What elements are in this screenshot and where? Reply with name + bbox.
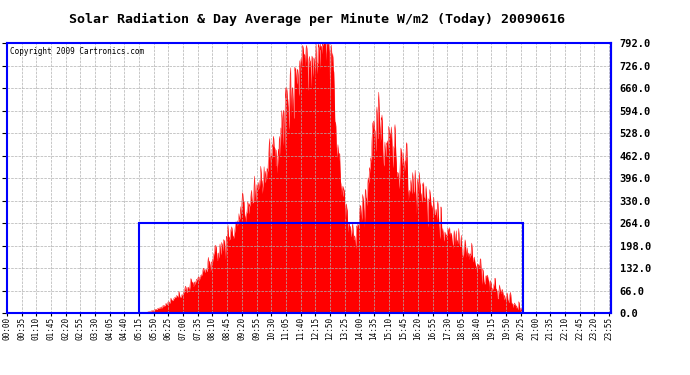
Text: Copyright 2009 Cartronics.com: Copyright 2009 Cartronics.com	[10, 47, 144, 56]
Text: Solar Radiation & Day Average per Minute W/m2 (Today) 20090616: Solar Radiation & Day Average per Minute…	[70, 13, 565, 26]
Bar	[139, 223, 523, 313]
